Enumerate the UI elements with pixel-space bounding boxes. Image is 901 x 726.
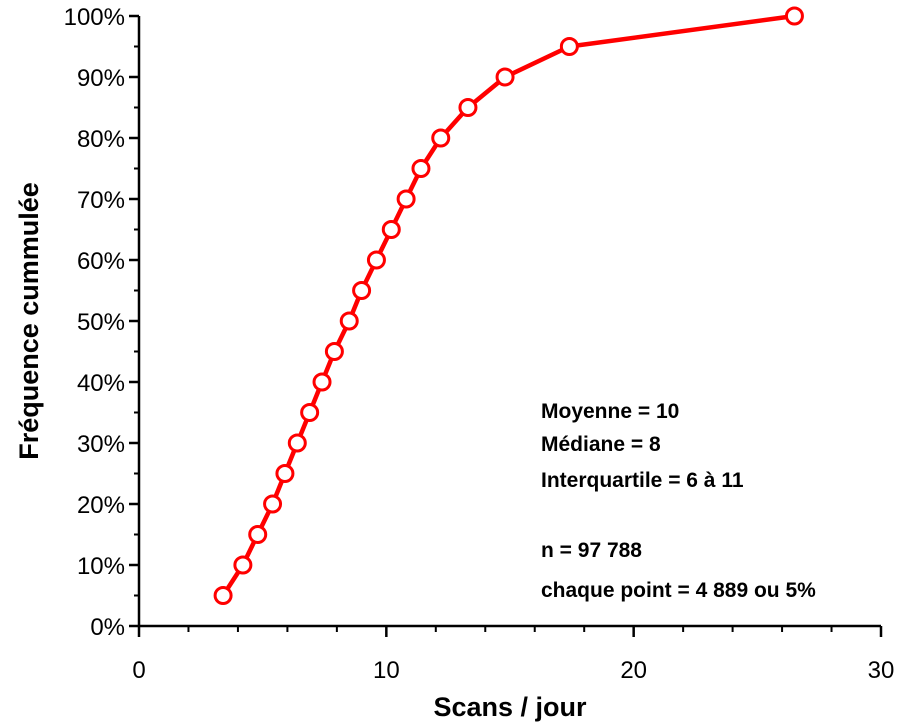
x-tick-label: 10	[373, 657, 400, 684]
data-point	[287, 433, 307, 453]
x-tick-label: 0	[132, 657, 145, 684]
data-point	[275, 464, 295, 483]
data-point	[431, 128, 451, 148]
data-point	[411, 159, 431, 178]
y-tick-label: 50%	[77, 309, 125, 336]
y-tick-label: 0%	[90, 614, 125, 641]
data-point	[248, 525, 268, 544]
data-point	[784, 6, 804, 26]
y-tick-label: 100%	[64, 4, 125, 31]
y-tick-label: 30%	[77, 431, 125, 458]
y-tick-label: 90%	[77, 65, 125, 92]
series-cumulative	[213, 6, 804, 605]
data-point	[324, 342, 344, 361]
data-point	[381, 220, 401, 239]
data-point	[233, 555, 253, 575]
data-point	[263, 494, 283, 514]
x-axis-title: Scans / jour	[433, 692, 587, 722]
series-line	[220, 13, 797, 598]
y-tick-label: 40%	[77, 370, 125, 397]
data-point	[495, 67, 515, 87]
ticks: 0% 10% 20% 30% 40% 50% 60% 70% 80% 90% 100% 0 10 20 30	[64, 4, 895, 684]
data-point	[366, 250, 386, 270]
data-point	[300, 403, 320, 422]
y-tick-label: 80%	[77, 126, 125, 153]
y-tick-label: 20%	[77, 492, 125, 519]
data-point	[396, 189, 416, 209]
annotations: Moyenne = 10 Médiane = 8 Interquartile =…	[541, 400, 816, 602]
annotation-n: n = 97 788	[541, 539, 642, 562]
y-tick-label: 60%	[77, 248, 125, 275]
data-point	[458, 98, 478, 117]
annotation-median: Médiane = 8	[541, 433, 661, 456]
y-axis-title: Fréquence cummulée	[14, 182, 44, 460]
x-tick-label: 30	[868, 657, 895, 684]
data-point	[213, 586, 233, 605]
annotation-per-point: chaque point = 4 889 ou 5%	[541, 579, 816, 602]
data-point	[339, 311, 359, 331]
y-tick-label: 70%	[77, 187, 125, 214]
annotation-mean: Moyenne = 10	[541, 400, 679, 423]
data-point	[312, 372, 332, 392]
annotation-interquartile: Interquartile = 6 à 11	[541, 469, 744, 492]
data-point	[559, 37, 579, 56]
y-tick-label: 10%	[77, 553, 125, 580]
data-point	[352, 281, 372, 300]
x-tick-label: 20	[620, 657, 647, 684]
